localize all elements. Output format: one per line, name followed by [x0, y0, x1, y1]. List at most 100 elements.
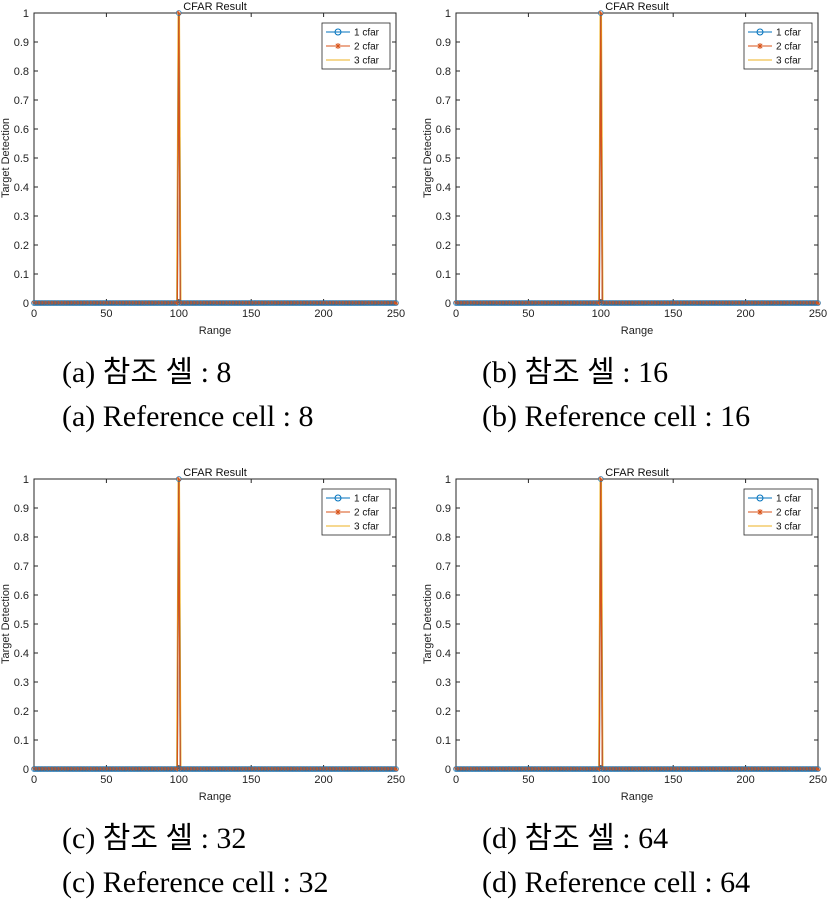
x-axis-label: Range — [621, 791, 653, 803]
y-tick-label: 0.2 — [436, 706, 451, 718]
marker-asterisk — [597, 766, 602, 772]
y-tick-label: 0.2 — [436, 240, 451, 252]
legend: 1 cfar 2 cfar 3 cfar — [743, 488, 813, 536]
marker-asterisk — [176, 476, 181, 482]
x-tick-label: 150 — [664, 308, 682, 320]
legend-marker-asterisk — [335, 509, 341, 515]
y-tick-label: 0.3 — [436, 211, 451, 223]
x-tick-label: 50 — [522, 774, 534, 786]
y-tick-label: 0.9 — [436, 37, 451, 49]
x-tick-label: 200 — [314, 774, 332, 786]
x-tick-label: 100 — [592, 308, 610, 320]
x-tick-label: 50 — [100, 774, 112, 786]
x-tick-label: 50 — [522, 308, 534, 320]
caption-english-c: (c) Reference cell : 32 — [62, 866, 329, 899]
y-tick-label: 0.6 — [436, 590, 451, 602]
y-tick-label: 0.8 — [14, 66, 29, 78]
y-axis-label: Target Detection — [422, 118, 434, 198]
y-tick-label: 0.7 — [14, 561, 29, 573]
x-tick-label: 0 — [453, 308, 459, 320]
caption-english-a: (a) Reference cell : 8 — [62, 400, 314, 433]
marker-asterisk — [598, 10, 603, 16]
legend-label: 2 cfar — [354, 508, 380, 519]
x-axis-label: Range — [199, 791, 231, 803]
y-tick-label: 1 — [445, 8, 451, 20]
legend-label: 3 cfar — [776, 56, 802, 67]
y-tick-label: 0.8 — [14, 532, 29, 544]
x-tick-label: 250 — [809, 774, 827, 786]
legend-label: 2 cfar — [354, 42, 380, 53]
y-tick-label: 0.3 — [14, 211, 29, 223]
y-tick-label: 0.5 — [436, 153, 451, 165]
x-tick-label: 0 — [453, 774, 459, 786]
x-axis-label: Range — [199, 325, 231, 337]
y-tick-label: 0.4 — [436, 182, 451, 194]
x-tick-label: 150 — [664, 774, 682, 786]
legend: 1 cfar 2 cfar 3 cfar — [743, 22, 813, 70]
marker-asterisk — [597, 300, 602, 306]
series-markers — [31, 10, 399, 306]
series-markers — [453, 476, 821, 772]
x-tick-label: 100 — [592, 774, 610, 786]
y-axis-label: Target Detection — [422, 584, 434, 664]
y-tick-label: 0.2 — [14, 706, 29, 718]
legend-label: 1 cfar — [776, 28, 802, 39]
legend-marker-circle — [756, 494, 764, 502]
marker-asterisk — [176, 10, 181, 16]
y-tick-label: 0.7 — [436, 561, 451, 573]
y-tick-label: 0.9 — [436, 503, 451, 515]
x-tick-label: 250 — [809, 308, 827, 320]
marker-asterisk — [175, 766, 180, 772]
y-tick-label: 0.3 — [14, 677, 29, 689]
x-tick-label: 150 — [242, 774, 260, 786]
y-tick-label: 0 — [23, 764, 29, 776]
x-tick-label: 100 — [170, 308, 188, 320]
legend-label: 2 cfar — [776, 508, 802, 519]
legend: 1 cfar 2 cfar 3 cfar — [321, 488, 391, 536]
legend-marker-asterisk — [335, 43, 341, 49]
y-axis-label: Target Detection — [0, 584, 12, 664]
chart-title: CFAR Result — [183, 467, 247, 479]
caption-korean-a: (a) 참조 셀 : 8 — [62, 356, 232, 389]
series-markers — [453, 10, 821, 306]
legend-marker-circle — [334, 494, 342, 502]
marker-asterisk — [815, 300, 821, 306]
legend: 1 cfar 2 cfar 3 cfar — [321, 22, 391, 70]
y-tick-label: 0.1 — [14, 269, 29, 281]
cfar-chart-b: 0 50 100 150 200 250 0 0.1 0.2 0.3 0.4 0.5 0.6 0.7 0.8… — [422, 1, 827, 337]
x-tick-label: 200 — [314, 308, 332, 320]
x-tick-label: 0 — [31, 308, 37, 320]
y-tick-label: 0.9 — [14, 37, 29, 49]
caption-korean-c: (c) 참조 셀 : 32 — [62, 822, 247, 855]
y-tick-label: 0.9 — [14, 503, 29, 515]
legend-label: 2 cfar — [776, 42, 802, 53]
x-tick-label: 150 — [242, 308, 260, 320]
caption-english-d: (d) Reference cell : 64 — [482, 866, 751, 899]
legend-marker-circle — [334, 28, 342, 36]
x-tick-label: 100 — [170, 774, 188, 786]
y-tick-label: 0 — [23, 298, 29, 310]
y-tick-label: 0.4 — [436, 648, 451, 660]
y-tick-label: 0.6 — [14, 590, 29, 602]
marker-asterisk — [815, 766, 821, 772]
legend-marker-circle — [756, 28, 764, 36]
y-tick-label: 0.8 — [436, 66, 451, 78]
marker-asterisk — [175, 300, 180, 306]
cfar-chart-d: 0 50 100 150 200 250 0 0.1 0.2 0.3 0.4 0.5 0.6 0.7 0.8… — [422, 467, 827, 803]
y-tick-label: 0.4 — [14, 182, 29, 194]
chart-title: CFAR Result — [605, 467, 669, 479]
y-tick-label: 1 — [23, 474, 29, 486]
y-tick-label: 1 — [445, 474, 451, 486]
chart-panel-b: 0 50 100 150 200 250 0 0.1 0.2 0.3 0.4 0.5 0.6 0.7 0.8… — [422, 0, 827, 451]
legend-label: 1 cfar — [776, 494, 802, 505]
chart-panel-c: 0 50 100 150 200 250 0 0.1 0.2 0.3 0.4 0.5 0.6 0.7 0.8… — [0, 466, 413, 917]
caption-korean-d: (d) 참조 셀 : 64 — [482, 822, 669, 855]
y-tick-label: 0.5 — [436, 619, 451, 631]
y-tick-label: 0.7 — [436, 95, 451, 107]
legend-marker-asterisk — [757, 43, 763, 49]
x-tick-label: 50 — [100, 308, 112, 320]
caption-english-b: (b) Reference cell : 16 — [482, 400, 751, 433]
y-tick-label: 0.6 — [436, 124, 451, 136]
marker-circle — [815, 766, 821, 772]
y-tick-label: 0.5 — [14, 153, 29, 165]
